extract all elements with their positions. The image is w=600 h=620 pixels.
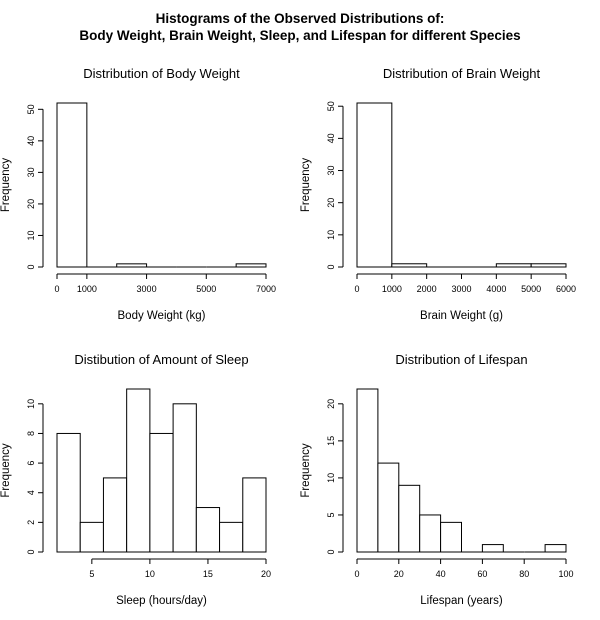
x-tick-label: 4000: [486, 284, 506, 294]
y-tick-label: 0: [26, 264, 36, 269]
bar: [544, 544, 567, 553]
chart-title: Distribution of Brain Weight: [383, 66, 541, 81]
chart-title: Distibution of Amount of Sleep: [74, 352, 248, 367]
y-tick-label: 5: [326, 512, 336, 517]
figure-title-line1: Histograms of the Observed Distributions…: [155, 11, 445, 26]
x-tick-label: 5000: [196, 284, 216, 294]
x-tick-label: 40: [436, 569, 446, 579]
figure-title: Histograms of the Observed Distributions…: [0, 10, 600, 44]
bar: [116, 263, 148, 268]
bar: [419, 514, 442, 553]
x-axis-label: Lifespan (years): [420, 595, 503, 607]
y-tick-label: 0: [326, 264, 336, 269]
bar: [56, 102, 88, 268]
x-tick-label: 15: [203, 569, 213, 579]
x-tick-label: 2000: [417, 284, 437, 294]
y-tick-label: 4: [26, 490, 36, 495]
y-tick-label: 10: [26, 230, 36, 240]
y-tick-label: 10: [326, 473, 336, 483]
x-tick-label: 100: [558, 569, 573, 579]
x-axis-label: Brain Weight (g): [420, 310, 503, 322]
y-tick-label: 50: [26, 104, 36, 114]
x-tick-label: 3000: [451, 284, 471, 294]
x-tick-label: 1000: [77, 284, 97, 294]
y-tick-label: 8: [26, 431, 36, 436]
y-axis-label: Frequency: [0, 443, 12, 498]
x-tick-label: 3000: [137, 284, 157, 294]
y-axis-label: Frequency: [0, 158, 12, 213]
bar: [235, 263, 267, 268]
x-tick-label: 1000: [382, 284, 402, 294]
y-tick-label: 30: [26, 167, 36, 177]
bar: [440, 521, 463, 553]
x-tick-label: 10: [145, 569, 155, 579]
y-tick-label: 30: [326, 166, 336, 176]
bar: [391, 263, 428, 268]
x-axis-label: Sleep (hours/day): [116, 595, 207, 607]
bar: [172, 403, 197, 553]
bar: [356, 388, 379, 553]
x-tick-label: 0: [354, 569, 359, 579]
y-axis-label: Frequency: [300, 443, 312, 498]
x-tick-label: 20: [394, 569, 404, 579]
figure-title-line2: Body Weight, Brain Weight, Sleep, and Li…: [79, 28, 521, 43]
y-tick-label: 40: [326, 133, 336, 143]
x-tick-label: 60: [477, 569, 487, 579]
x-axis-label: Body Weight (kg): [118, 310, 206, 322]
y-tick-label: 15: [326, 436, 336, 446]
chart-title: Distribution of Body Weight: [83, 66, 240, 81]
y-tick-label: 10: [26, 399, 36, 409]
bar: [242, 477, 267, 553]
y-tick-label: 20: [26, 199, 36, 209]
bar: [481, 544, 504, 553]
bar: [356, 102, 393, 268]
y-tick-label: 20: [326, 399, 336, 409]
y-tick-label: 0: [326, 549, 336, 554]
x-tick-label: 7000: [256, 284, 276, 294]
bar: [56, 432, 81, 553]
x-tick-label: 0: [354, 284, 359, 294]
x-tick-label: 0: [54, 284, 59, 294]
x-tick-label: 80: [519, 569, 529, 579]
x-tick-label: 5: [89, 569, 94, 579]
x-tick-label: 6000: [556, 284, 576, 294]
y-tick-label: 20: [326, 198, 336, 208]
x-tick-label: 20: [261, 569, 271, 579]
y-tick-label: 2: [26, 520, 36, 525]
y-tick-label: 6: [26, 461, 36, 466]
y-axis-label: Frequency: [300, 158, 312, 213]
chart-title: Distribution of Lifespan: [395, 352, 527, 367]
x-tick-label: 5000: [521, 284, 541, 294]
y-tick-label: 0: [26, 549, 36, 554]
y-tick-label: 40: [26, 136, 36, 146]
y-tick-label: 10: [326, 230, 336, 240]
bar: [377, 462, 400, 553]
bar: [398, 484, 421, 553]
bar: [530, 263, 567, 268]
y-tick-label: 50: [326, 101, 336, 111]
